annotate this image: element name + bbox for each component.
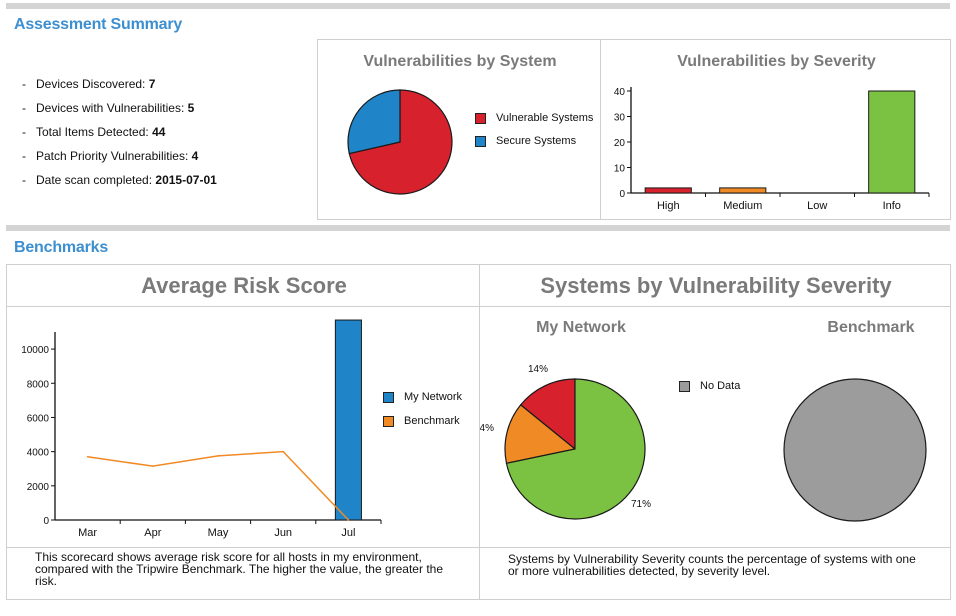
- vuln-by-severity-title: Vulnerabilities by Severity: [677, 53, 876, 70]
- top-divider: [6, 3, 950, 9]
- legend-benchmark: Benchmark: [383, 415, 460, 427]
- summary-item-total-items: - Total Items Detected: 44: [22, 125, 166, 139]
- legend-secure-systems: Secure Systems: [475, 135, 576, 147]
- risk-benchmark-point: [152, 465, 154, 467]
- benchmark-pie-slice: [783, 378, 927, 522]
- my-network-label: My Network: [536, 319, 626, 336]
- legend-swatch-red: [475, 112, 486, 124]
- systems-severity-title: Systems by Vulnerability Severity: [540, 273, 892, 298]
- risk-y-tick-label: 4000: [27, 448, 50, 459]
- severity-bar-high: [644, 187, 692, 194]
- my-network-data-label: 14%: [480, 423, 494, 434]
- severity-y-tick-label: 10: [614, 164, 626, 175]
- vuln-by-system-panel: Vulnerabilities by System Vulnerable Sys…: [317, 39, 601, 220]
- benchmark-label: Benchmark: [827, 319, 915, 336]
- systems-severity-panel: Systems by Vulnerability Severity My Net…: [479, 264, 951, 600]
- assessment-summary-title: Assessment Summary: [14, 16, 183, 33]
- risk-x-label-apr: Apr: [144, 527, 161, 539]
- my-network-slice-medium: [504, 404, 577, 465]
- risk-x-label-jun: Jun: [274, 527, 292, 539]
- legend-vulnerable-systems: Vulnerable Systems: [475, 112, 593, 124]
- severity-x-label-medium: Medium: [723, 200, 762, 212]
- risk-bar-jul: [334, 319, 362, 521]
- severity-x-label-high: High: [657, 200, 680, 212]
- risk-y-tick-label: 0: [43, 516, 49, 527]
- pie-slice-vulnerable: [348, 89, 453, 195]
- my-network-data-label: 71%: [631, 499, 651, 510]
- risk-score-chart: 0 2000 4000 6000 8000 10000 Mar Apr May Jun Jul: [21, 319, 382, 539]
- my-network-slice-info: [505, 378, 646, 520]
- pie-slice-secure: [347, 89, 401, 155]
- summary-item-devices-vuln: - Devices with Vulnerabilities: 5: [22, 101, 195, 115]
- legend-swatch-benchmark: [383, 415, 394, 427]
- risk-score-description: This scorecard shows average risk score …: [35, 550, 443, 588]
- legend-swatch-blue: [475, 135, 486, 147]
- risk-y-tick-label: 10000: [21, 345, 49, 356]
- vuln-by-severity-panel: Vulnerabilities by Severity 0 10 20 30 40 Hig…: [600, 39, 951, 220]
- summary-item-devices: - Devices Discovered: 7: [22, 77, 156, 91]
- severity-bar-info: [868, 90, 916, 194]
- risk-y-tick-label: 6000: [27, 413, 50, 424]
- risk-benchmark-line: [87, 450, 349, 521]
- benchmarks-title: Benchmarks: [14, 239, 109, 256]
- vuln-by-system-title: Vulnerabilities by System: [363, 53, 557, 70]
- summary-item-patch-priority: - Patch Priority Vulnerabilities: 4: [22, 149, 199, 163]
- risk-y-tick-label: 8000: [27, 379, 50, 390]
- vuln-by-system-chart: [347, 89, 453, 195]
- severity-x-label-info: Info: [883, 200, 901, 212]
- severity-y-tick-label: 30: [614, 113, 626, 124]
- legend-no-data: No Data: [679, 380, 740, 392]
- mid-divider: [6, 225, 950, 231]
- summary-list: - Devices Discovered: 7 - Devices with Vul…: [22, 72, 217, 192]
- risk-x-label-may: May: [208, 527, 229, 539]
- risk-score-title: Average Risk Score: [141, 273, 347, 298]
- systems-desc-divider: [480, 547, 950, 548]
- severity-y-tick-label: 0: [619, 189, 625, 200]
- severity-bar-medium: [719, 187, 767, 194]
- risk-benchmark-point: [217, 455, 219, 457]
- risk-x-label-jul: Jul: [341, 527, 355, 539]
- legend-my-network: My Network: [383, 391, 462, 403]
- severity-y-tick-label: 20: [614, 138, 626, 149]
- systems-severity-chart: 14% 14% 71%: [480, 364, 927, 522]
- my-network-data-label: 14%: [528, 364, 548, 375]
- risk-benchmark-point: [282, 450, 285, 453]
- risk-x-label-mar: Mar: [78, 527, 97, 539]
- risk-score-panel: Average Risk Score 0 2000 4000 6000 8000 1000…: [6, 264, 480, 600]
- summary-item-scan-date: - Date scan completed: 2015-07-01: [22, 173, 217, 187]
- risk-benchmark-point: [86, 455, 89, 458]
- legend-swatch-gray: [679, 380, 690, 392]
- severity-y-tick-label: 40: [614, 87, 626, 98]
- my-network-slice-high: [519, 378, 576, 451]
- severity-x-label-low: Low: [807, 200, 827, 212]
- risk-benchmark-point: [347, 519, 350, 521]
- vuln-by-severity-chart: 0 10 20 30 40 High Medium Low Info: [614, 87, 930, 212]
- legend-swatch-my-network: [383, 391, 394, 403]
- systems-title-divider: [480, 306, 950, 307]
- risk-desc-divider: [7, 547, 479, 548]
- risk-title-divider: [7, 306, 479, 307]
- risk-y-tick-label: 2000: [27, 482, 50, 493]
- systems-severity-description: Systems by Vulnerability Severity counts…: [508, 552, 916, 578]
